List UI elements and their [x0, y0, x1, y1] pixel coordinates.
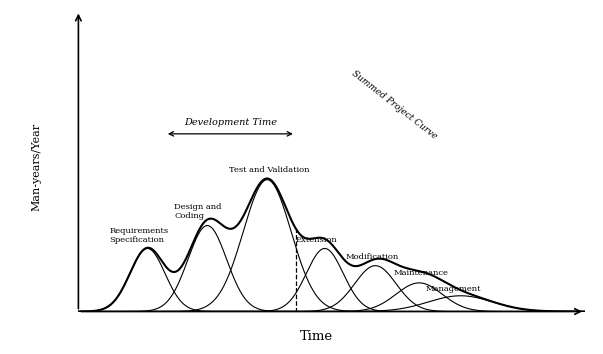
Text: Man-years/Year: Man-years/Year: [32, 123, 42, 211]
Text: Test and Validation: Test and Validation: [229, 166, 310, 174]
Text: Summed Project Curve: Summed Project Curve: [350, 69, 439, 141]
Text: Development Time: Development Time: [184, 118, 277, 127]
Text: Management: Management: [426, 285, 482, 293]
Text: Maintenance: Maintenance: [394, 269, 449, 277]
Text: Time: Time: [300, 330, 333, 343]
Text: Requirements
Specification: Requirements Specification: [110, 227, 169, 244]
Text: Design and
Coding: Design and Coding: [174, 202, 222, 220]
Text: Modification: Modification: [346, 253, 399, 261]
Text: Extension: Extension: [295, 236, 338, 244]
